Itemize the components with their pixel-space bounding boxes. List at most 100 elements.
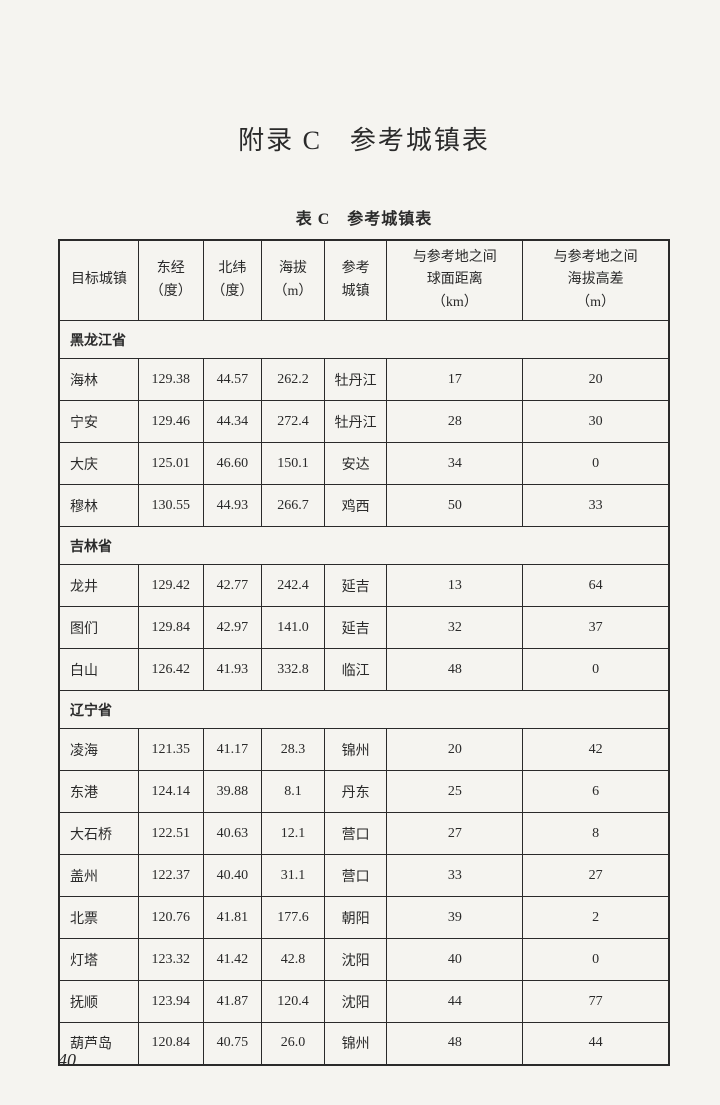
cell-target: 白山: [59, 649, 138, 691]
cell-dist: 50: [387, 485, 523, 527]
table-row: 大庆125.0146.60150.1安达340: [59, 443, 669, 485]
cell-diff: 6: [523, 771, 669, 813]
table-row: 灯塔123.3241.4242.8沈阳400: [59, 939, 669, 981]
section-row: 辽宁省: [59, 691, 669, 729]
header-target-city: 目标城镇: [59, 240, 138, 321]
cell-dist: 13: [387, 565, 523, 607]
table-row: 龙井129.4242.77242.4延吉1364: [59, 565, 669, 607]
section-row: 黑龙江省: [59, 321, 669, 359]
cell-lat: 44.34: [203, 401, 261, 443]
cell-target: 凌海: [59, 729, 138, 771]
table-body: 黑龙江省海林129.3844.57262.2牡丹江1720宁安129.4644.…: [59, 321, 669, 1065]
section-name: 黑龙江省: [59, 321, 669, 359]
cell-diff: 8: [523, 813, 669, 855]
cell-target: 东港: [59, 771, 138, 813]
cell-elev: 42.8: [262, 939, 325, 981]
cell-diff: 0: [523, 649, 669, 691]
cell-lat: 46.60: [203, 443, 261, 485]
cell-diff: 0: [523, 443, 669, 485]
cell-lat: 41.42: [203, 939, 261, 981]
cell-ref: 朝阳: [324, 897, 387, 939]
cell-elev: 177.6: [262, 897, 325, 939]
cell-dist: 48: [387, 1023, 523, 1065]
cell-ref: 鸡西: [324, 485, 387, 527]
cell-target: 灯塔: [59, 939, 138, 981]
cell-elev: 31.1: [262, 855, 325, 897]
section-name: 辽宁省: [59, 691, 669, 729]
cell-lng: 122.51: [138, 813, 203, 855]
cell-diff: 37: [523, 607, 669, 649]
header-longitude: 东经（度）: [138, 240, 203, 321]
cell-target: 大庆: [59, 443, 138, 485]
cell-ref: 营口: [324, 855, 387, 897]
table-row: 北票120.7641.81177.6朝阳392: [59, 897, 669, 939]
table-caption: 表 C 参考城镇表: [58, 205, 670, 229]
cell-ref: 牡丹江: [324, 401, 387, 443]
cell-dist: 20: [387, 729, 523, 771]
cell-lng: 122.37: [138, 855, 203, 897]
cell-lat: 39.88: [203, 771, 261, 813]
cell-lng: 126.42: [138, 649, 203, 691]
cell-lat: 41.17: [203, 729, 261, 771]
cell-elev: 150.1: [262, 443, 325, 485]
cell-ref: 延吉: [324, 565, 387, 607]
cell-dist: 34: [387, 443, 523, 485]
cell-ref: 安达: [324, 443, 387, 485]
cell-target: 抚顺: [59, 981, 138, 1023]
cell-lng: 129.84: [138, 607, 203, 649]
cell-diff: 44: [523, 1023, 669, 1065]
table-row: 宁安129.4644.34272.4牡丹江2830: [59, 401, 669, 443]
cell-lat: 42.77: [203, 565, 261, 607]
cell-lat: 44.93: [203, 485, 261, 527]
header-latitude: 北纬（度）: [203, 240, 261, 321]
table-row: 海林129.3844.57262.2牡丹江1720: [59, 359, 669, 401]
cell-dist: 39: [387, 897, 523, 939]
cell-elev: 28.3: [262, 729, 325, 771]
cell-dist: 40: [387, 939, 523, 981]
cell-ref: 丹东: [324, 771, 387, 813]
cell-dist: 28: [387, 401, 523, 443]
cell-ref: 牡丹江: [324, 359, 387, 401]
section-name: 吉林省: [59, 527, 669, 565]
header-elevation: 海拔（m）: [262, 240, 325, 321]
cell-ref: 锦州: [324, 1023, 387, 1065]
cell-elev: 262.2: [262, 359, 325, 401]
cell-elev: 332.8: [262, 649, 325, 691]
cell-lat: 41.81: [203, 897, 261, 939]
table-row: 凌海121.3541.1728.3锦州2042: [59, 729, 669, 771]
cell-lng: 129.42: [138, 565, 203, 607]
cell-ref: 营口: [324, 813, 387, 855]
cell-elev: 8.1: [262, 771, 325, 813]
cell-elev: 242.4: [262, 565, 325, 607]
cell-target: 宁安: [59, 401, 138, 443]
cell-dist: 27: [387, 813, 523, 855]
cell-lng: 130.55: [138, 485, 203, 527]
table-row: 图们129.8442.97141.0延吉3237: [59, 607, 669, 649]
cell-dist: 25: [387, 771, 523, 813]
cell-elev: 266.7: [262, 485, 325, 527]
cell-lng: 123.32: [138, 939, 203, 981]
table-row: 东港124.1439.888.1丹东256: [59, 771, 669, 813]
table-row: 抚顺123.9441.87120.4沈阳4477: [59, 981, 669, 1023]
cell-target: 图们: [59, 607, 138, 649]
cell-lng: 123.94: [138, 981, 203, 1023]
cell-diff: 42: [523, 729, 669, 771]
table-row: 穆林130.5544.93266.7鸡西5033: [59, 485, 669, 527]
cell-target: 龙井: [59, 565, 138, 607]
cell-dist: 17: [387, 359, 523, 401]
table-row: 白山126.4241.93332.8临江480: [59, 649, 669, 691]
cell-target: 海林: [59, 359, 138, 401]
cell-diff: 2: [523, 897, 669, 939]
cell-ref: 锦州: [324, 729, 387, 771]
cell-dist: 32: [387, 607, 523, 649]
cell-lng: 124.14: [138, 771, 203, 813]
page-number: 40: [58, 1050, 76, 1071]
cell-diff: 0: [523, 939, 669, 981]
cell-lat: 41.87: [203, 981, 261, 1023]
cell-lng: 120.76: [138, 897, 203, 939]
header-ref-city: 参考城镇: [324, 240, 387, 321]
table-row: 大石桥122.5140.6312.1营口278: [59, 813, 669, 855]
cell-dist: 33: [387, 855, 523, 897]
cell-lat: 40.63: [203, 813, 261, 855]
cell-ref: 沈阳: [324, 981, 387, 1023]
